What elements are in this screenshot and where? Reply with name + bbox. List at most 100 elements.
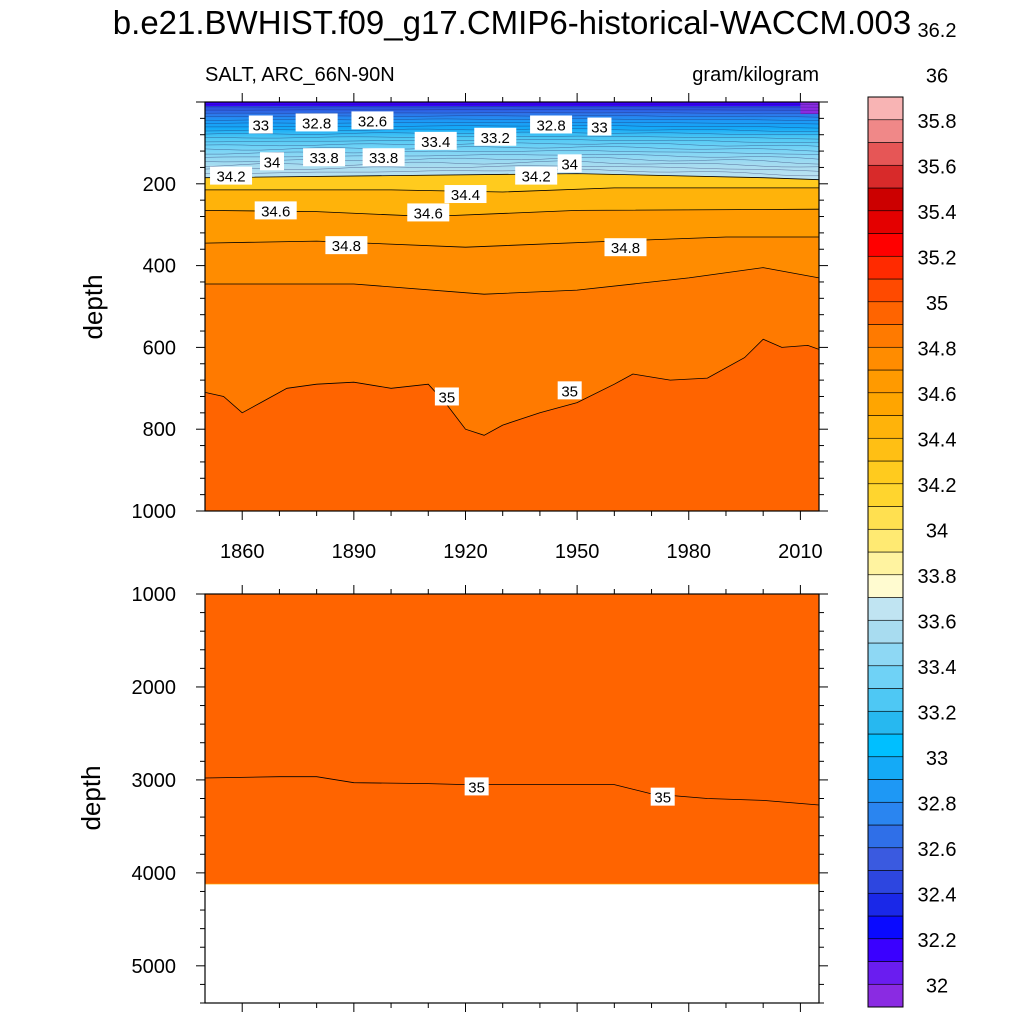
colorbar-swatch bbox=[867, 324, 904, 348]
colorbar-swatch bbox=[867, 460, 904, 485]
y-tick-label: 400 bbox=[143, 256, 176, 278]
colorbar-swatch bbox=[867, 892, 904, 917]
colorbar-swatch bbox=[867, 278, 904, 303]
colorbar-label: 35.8 bbox=[918, 111, 957, 133]
contour-label: 33.8 bbox=[303, 148, 346, 167]
contour-label-text: 34.6 bbox=[261, 203, 290, 220]
contour-line bbox=[205, 338, 819, 436]
lower-panel: 35 35 1000 2000 3000 4000 5000 depth bbox=[76, 584, 828, 1012]
contour-label-box bbox=[259, 152, 284, 171]
colorbar-label: 34.6 bbox=[918, 384, 957, 406]
y-tick-label: 800 bbox=[143, 419, 176, 441]
x-tick-label: 1950 bbox=[555, 541, 600, 563]
contour-label-box bbox=[557, 154, 582, 173]
contour-label: 34.8 bbox=[325, 236, 368, 255]
contour-label: 34.8 bbox=[604, 238, 647, 257]
contour-line bbox=[205, 146, 819, 152]
colorbar-swatch bbox=[867, 142, 904, 166]
contour-label-box bbox=[434, 387, 459, 406]
contour-label-box bbox=[210, 166, 253, 185]
contour-label-text: 33.2 bbox=[481, 130, 510, 147]
units-label: gram/kilogram bbox=[692, 64, 819, 86]
colorbar-swatch bbox=[867, 597, 904, 621]
contour-label: 34.4 bbox=[444, 185, 487, 204]
colorbar-swatch bbox=[867, 346, 904, 371]
contour-label-text: 33.8 bbox=[309, 150, 338, 167]
contour-label: 34 bbox=[557, 154, 582, 173]
colorbar-swatch bbox=[867, 528, 904, 553]
contour-label: 33.4 bbox=[414, 131, 457, 151]
colorbar-label: 34.2 bbox=[918, 475, 957, 497]
colorbar-label: 33.2 bbox=[918, 702, 957, 724]
contour-label-text: 35 bbox=[468, 779, 485, 796]
contour-label: 35 bbox=[650, 787, 675, 807]
colorbar-swatch bbox=[867, 733, 904, 758]
colorbar-label: 32 bbox=[926, 975, 948, 997]
contour-label-text: 33 bbox=[252, 117, 269, 134]
figure-title: b.e21.BWHIST.f09_g17.CMIP6-historical-WA… bbox=[113, 4, 911, 41]
colorbar-swatch bbox=[867, 847, 904, 871]
colorbar-label: 34 bbox=[926, 520, 948, 542]
contour-label: 32.8 bbox=[295, 113, 338, 132]
colorbar: 36.436.23635.835.635.435.23534.834.634.4… bbox=[867, 20, 957, 1008]
contour-label: 33.8 bbox=[362, 148, 405, 167]
colorbar-label: 36 bbox=[926, 65, 948, 87]
colorbar-swatch bbox=[867, 96, 904, 121]
contour-label-text: 32.8 bbox=[536, 117, 565, 134]
contour-line bbox=[205, 173, 819, 181]
colorbar-swatch bbox=[867, 642, 904, 667]
contour-label: 33 bbox=[587, 117, 612, 137]
colorbar-label: 32.8 bbox=[918, 793, 957, 815]
contour-line bbox=[205, 236, 819, 248]
y-tick-label: 1000 bbox=[132, 584, 177, 606]
colorbar-label: 33 bbox=[926, 748, 948, 770]
colorbar-swatch bbox=[867, 915, 904, 940]
contour-label: 33 bbox=[248, 115, 273, 134]
colorbar-swatch bbox=[867, 574, 904, 598]
contour-label-box bbox=[254, 201, 297, 220]
x-tick-label: 2010 bbox=[778, 541, 823, 563]
contour-label: 33.2 bbox=[474, 127, 517, 147]
contour-label: 32.8 bbox=[530, 115, 573, 134]
colorbar-swatch bbox=[867, 233, 904, 257]
colorbar-swatch bbox=[867, 437, 904, 462]
contour-label-text: 35 bbox=[654, 790, 671, 807]
contour-label-box bbox=[464, 777, 489, 796]
colorbar-swatch bbox=[867, 665, 904, 689]
colorbar-swatch bbox=[867, 301, 904, 325]
colorbar-label: 35.6 bbox=[918, 156, 957, 178]
y-tick-label: 3000 bbox=[132, 770, 177, 792]
contour-label-box bbox=[362, 148, 405, 167]
upper-contour-labels: 33 32.8 32.6 33.4 33.2 32.8 33 34 33.8 33.8 34.2 34… bbox=[210, 111, 647, 406]
colorbar-swatch bbox=[867, 983, 904, 1008]
contour-label-box bbox=[248, 115, 273, 134]
contour-label-text: 34.8 bbox=[332, 238, 361, 255]
contour-line bbox=[205, 106, 819, 108]
colorbar-label: 35.4 bbox=[918, 202, 957, 224]
contour-label-text: 34 bbox=[264, 154, 281, 171]
contour-label: 32.6 bbox=[351, 111, 394, 130]
colorbar-swatch bbox=[867, 756, 904, 780]
x-tick-label: 1860 bbox=[220, 541, 265, 563]
x-tick-label: 1890 bbox=[332, 541, 377, 563]
upper-axes: 1860 1890 1920 1950 1980 2010 200 400 600 800 1000 bbox=[132, 93, 828, 563]
contour-label-box bbox=[474, 127, 517, 146]
contour-label-text: 35 bbox=[439, 389, 456, 406]
contour-label: 34.6 bbox=[407, 203, 450, 222]
contour-line bbox=[205, 187, 819, 193]
colorbar-label: 33.6 bbox=[918, 611, 957, 633]
colorbar-swatch bbox=[867, 710, 904, 735]
colorbar-swatch bbox=[867, 779, 904, 803]
upper-panel: SALT, ARC_66N-90N gram/kilogram 33 32.8 32… bbox=[78, 64, 828, 563]
contour-line bbox=[205, 112, 819, 114]
colorbar-swatch bbox=[867, 119, 904, 143]
colorbar-swatch bbox=[867, 210, 904, 234]
colorbar-swatch bbox=[867, 255, 904, 280]
contour-label-box bbox=[407, 203, 450, 222]
contour-label-text: 33 bbox=[591, 120, 608, 137]
colorbar-label: 32.4 bbox=[918, 884, 957, 906]
contour-label-text: 32.8 bbox=[302, 115, 331, 132]
colorbar-swatch bbox=[867, 506, 904, 530]
y-tick-label: 600 bbox=[143, 337, 176, 359]
